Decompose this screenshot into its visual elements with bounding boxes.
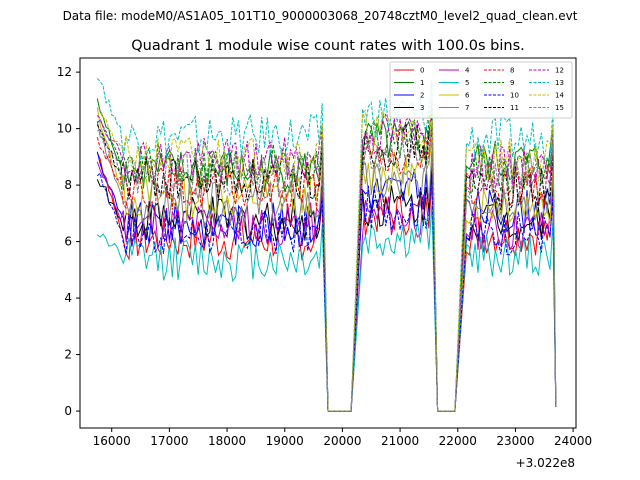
series-line-10 <box>96 172 557 412</box>
x-tick-label: 24000 <box>554 434 592 448</box>
series-line-5 <box>96 204 557 412</box>
x-tick-label: 23000 <box>496 434 534 448</box>
legend-label-15: 15 <box>555 104 564 112</box>
series-line-12 <box>96 100 557 412</box>
legend-label-6: 6 <box>465 92 470 100</box>
series-line-7 <box>96 120 557 412</box>
y-tick-label: 0 <box>64 404 72 418</box>
plot-lines <box>96 77 557 412</box>
y-tick-label: 4 <box>64 291 72 305</box>
legend-label-7: 7 <box>465 104 469 112</box>
x-tick-label: 20000 <box>323 434 361 448</box>
plot-frame <box>79 57 577 429</box>
legend-label-9: 9 <box>510 79 514 87</box>
x-axis: 16000 17000 18000 19000 20000 21000 22000 23000… <box>93 428 592 448</box>
y-tick-label: 10 <box>57 122 72 136</box>
legend-label-10: 10 <box>510 92 519 100</box>
series-line-4 <box>96 161 557 412</box>
legend-label-8: 8 <box>510 67 514 75</box>
legend-label-12: 12 <box>555 67 564 75</box>
y-tick-label: 12 <box>57 65 72 79</box>
y-axis: 0 2 4 6 8 10 12 <box>57 65 80 418</box>
x-tick-label: 18000 <box>208 434 246 448</box>
legend-label-0: 0 <box>420 67 424 75</box>
legend-label-13: 13 <box>555 79 564 87</box>
x-tick-label: 22000 <box>439 434 477 448</box>
legend-label-1: 1 <box>420 79 424 87</box>
series-line-11 <box>96 111 557 412</box>
legend-label-4: 4 <box>465 67 470 75</box>
x-offset-label: +3.022e8 <box>516 456 575 470</box>
series-line-13 <box>96 77 557 412</box>
y-tick-label: 2 <box>64 348 72 362</box>
legend-box <box>389 61 573 119</box>
legend-label-14: 14 <box>555 92 564 100</box>
x-tick-label: 17000 <box>150 434 188 448</box>
y-tick-label: 8 <box>64 178 72 192</box>
legend-label-2: 2 <box>420 92 424 100</box>
y-tick-label: 6 <box>64 235 72 249</box>
legend-label-11: 11 <box>510 104 519 112</box>
chart-title: Quadrant 1 module wise count rates with … <box>131 38 525 54</box>
series-line-8 <box>96 125 557 412</box>
figure-suptitle: Data file: modeM0/AS1A05_101T10_90000030… <box>63 9 578 23</box>
legend-label-3: 3 <box>420 104 424 112</box>
x-tick-label: 21000 <box>381 434 419 448</box>
x-tick-label: 16000 <box>93 434 131 448</box>
legend-label-5: 5 <box>465 79 469 87</box>
series-line-14 <box>97 97 557 412</box>
series-line-15 <box>97 122 557 412</box>
x-tick-label: 19000 <box>266 434 304 448</box>
